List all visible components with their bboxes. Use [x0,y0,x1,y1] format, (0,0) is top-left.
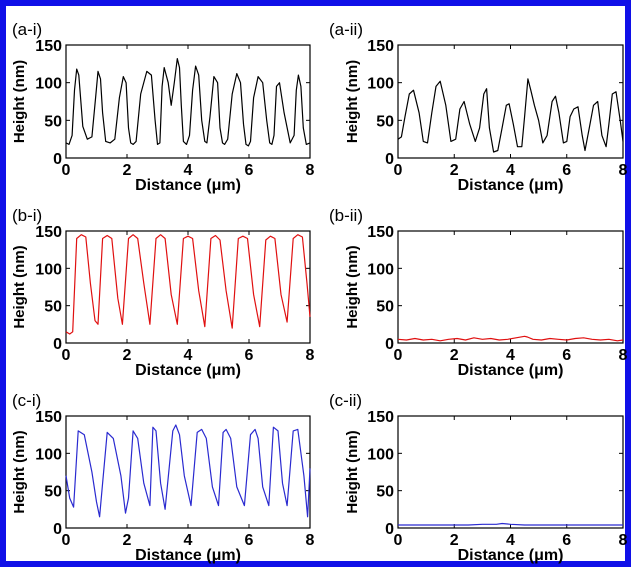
x-axis-label: Distance (μm) [135,362,241,379]
panel-label: (c-ii) [329,391,362,410]
x-tick-label: 8 [619,532,628,549]
chart-panel-b-ii: (b-ii) 0 50 100 150 0 2 4 6 8 Distance (μm) Height … [329,206,628,379]
y-tick-label: 150 [367,38,394,55]
x-tick-label: 6 [245,162,254,179]
y-tick-label: 50 [44,484,62,501]
x-tick-label: 8 [619,162,628,179]
chart-panel-a-i: (a-i) 0 50 100 150 0 2 4 6 8 Distance (μm) Height (… [11,20,315,194]
x-axis-label: Distance (μm) [458,547,564,564]
y-tick-label: 0 [385,336,394,353]
x-tick-label: 8 [619,347,628,364]
x-tick-label: 0 [62,347,71,364]
panel-label: (b-ii) [329,206,363,225]
x-tick-label: 6 [245,532,254,549]
y-tick-label: 100 [367,76,394,93]
x-tick-label: 8 [306,532,315,549]
x-tick-label: 2 [123,162,132,179]
y-tick-label: 0 [385,151,394,168]
x-tick-label: 4 [184,532,193,549]
panel-label: (a-ii) [329,20,363,39]
x-tick-label: 6 [562,532,571,549]
panel-label: (b-i) [12,206,42,225]
y-tick-label: 100 [367,446,394,463]
y-tick-label: 50 [376,299,394,316]
chart-panel-b-i: (b-i) 0 50 100 150 0 2 4 6 8 Distance (μm) Height (… [11,206,315,379]
y-tick-label: 150 [367,409,394,426]
y-axis-label: Height (nm) [11,245,28,328]
chart-panel-a-ii: (a-ii) 0 50 100 150 0 2 4 6 8 Distance (μm) Height … [329,20,628,194]
x-tick-label: 6 [562,162,571,179]
y-axis-label: Height (nm) [11,430,28,513]
y-tick-label: 0 [53,151,62,168]
x-tick-label: 2 [450,532,459,549]
series-line [65,424,311,518]
x-axis-label: Distance (μm) [458,177,564,194]
y-tick-label: 100 [35,261,62,278]
y-tick-label: 50 [376,484,394,501]
x-axis-label: Distance (μm) [458,362,564,379]
x-tick-label: 6 [562,347,571,364]
y-tick-label: 0 [53,336,62,353]
chart-panel-c-ii: (c-ii) 0 50 100 150 0 2 4 6 8 Distance (μm) Height … [329,391,628,564]
x-tick-label: 2 [450,162,459,179]
y-axis-label: Height (nm) [344,60,361,143]
y-axis-label: Height (nm) [344,245,361,328]
y-axis-label: Height (nm) [11,60,28,143]
x-tick-label: 4 [506,162,515,179]
y-axis-label: Height (nm) [344,430,361,513]
x-tick-label: 0 [62,162,71,179]
y-tick-label: 150 [35,409,62,426]
series-line [398,522,623,526]
series-line [65,234,311,335]
chart-panel-c-i: (c-i) 0 50 100 150 0 2 4 6 8 Distance (μm) Height (… [11,391,315,564]
y-tick-label: 100 [35,446,62,463]
y-tick-label: 50 [44,113,62,130]
x-tick-label: 2 [450,347,459,364]
x-tick-label: 4 [184,347,193,364]
x-tick-label: 2 [123,347,132,364]
series-line [65,57,311,147]
y-tick-label: 50 [44,299,62,316]
y-tick-label: 0 [385,521,394,538]
y-tick-label: 100 [367,261,394,278]
y-tick-label: 0 [53,521,62,538]
y-tick-label: 150 [35,38,62,55]
x-tick-label: 4 [506,532,515,549]
x-axis-label: Distance (μm) [135,177,241,194]
panel-label: (a-i) [12,20,42,39]
x-tick-label: 2 [123,532,132,549]
x-tick-label: 4 [184,162,193,179]
x-tick-label: 4 [506,347,515,364]
y-tick-label: 150 [367,224,394,241]
x-tick-label: 6 [245,347,254,364]
x-tick-label: 8 [306,347,315,364]
x-tick-label: 0 [394,532,403,549]
series-line [397,78,624,153]
y-tick-label: 150 [35,224,62,241]
x-tick-label: 8 [306,162,315,179]
x-tick-label: 0 [394,347,403,364]
y-tick-label: 50 [376,113,394,130]
panel-label: (c-i) [12,391,41,410]
x-axis-label: Distance (μm) [135,547,241,564]
x-tick-label: 0 [394,162,403,179]
y-tick-label: 100 [35,76,62,93]
x-tick-label: 0 [62,532,71,549]
series-line [397,335,624,342]
